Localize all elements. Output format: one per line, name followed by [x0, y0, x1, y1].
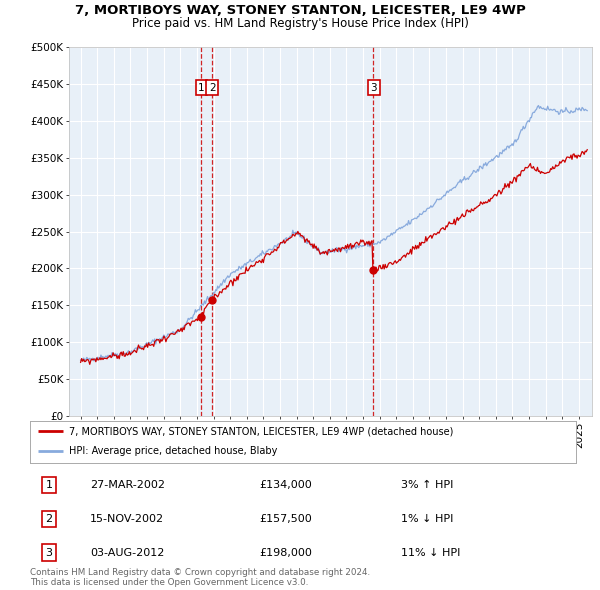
Text: 1: 1	[198, 83, 205, 93]
Text: 15-NOV-2002: 15-NOV-2002	[90, 514, 164, 524]
Text: 1: 1	[46, 480, 53, 490]
Text: HPI: Average price, detached house, Blaby: HPI: Average price, detached house, Blab…	[70, 446, 278, 456]
Text: 3: 3	[370, 83, 377, 93]
Text: Contains HM Land Registry data © Crown copyright and database right 2024.
This d: Contains HM Land Registry data © Crown c…	[30, 568, 370, 587]
Text: 7, MORTIBOYS WAY, STONEY STANTON, LEICESTER, LE9 4WP: 7, MORTIBOYS WAY, STONEY STANTON, LEICES…	[74, 4, 526, 17]
Text: £198,000: £198,000	[259, 548, 312, 558]
Text: 3% ↑ HPI: 3% ↑ HPI	[401, 480, 454, 490]
Text: 7, MORTIBOYS WAY, STONEY STANTON, LEICESTER, LE9 4WP (detached house): 7, MORTIBOYS WAY, STONEY STANTON, LEICES…	[70, 427, 454, 436]
Text: £157,500: £157,500	[259, 514, 312, 524]
Text: Price paid vs. HM Land Registry's House Price Index (HPI): Price paid vs. HM Land Registry's House …	[131, 17, 469, 30]
Text: 27-MAR-2002: 27-MAR-2002	[90, 480, 165, 490]
Text: 2: 2	[209, 83, 215, 93]
Text: 2: 2	[46, 514, 53, 524]
Text: £134,000: £134,000	[259, 480, 312, 490]
Text: 03-AUG-2012: 03-AUG-2012	[90, 548, 164, 558]
Text: 11% ↓ HPI: 11% ↓ HPI	[401, 548, 461, 558]
Text: 1% ↓ HPI: 1% ↓ HPI	[401, 514, 454, 524]
Text: 3: 3	[46, 548, 53, 558]
